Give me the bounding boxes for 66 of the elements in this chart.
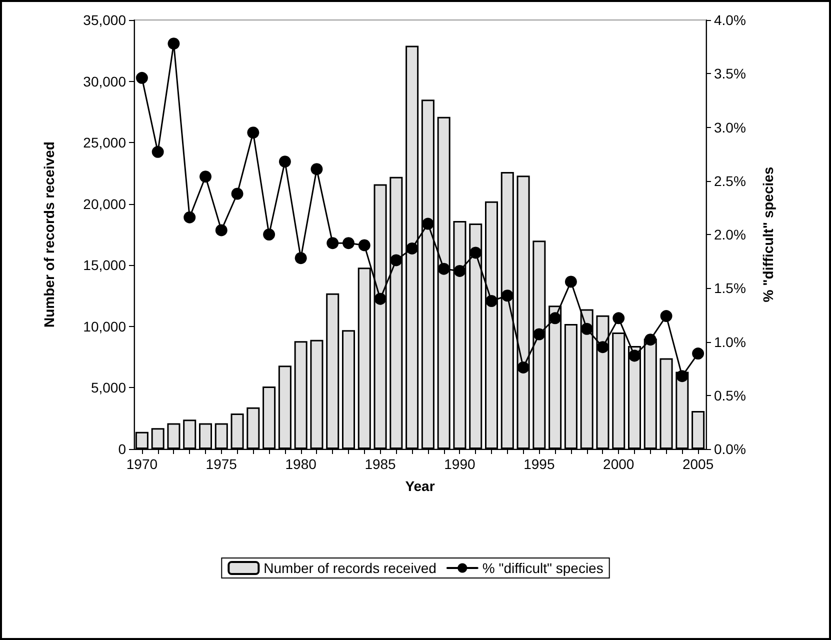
y-tick-label: 30,000: [83, 73, 126, 90]
x-tick-label: 1990: [444, 456, 476, 472]
x-tick-label: 2005: [682, 456, 714, 472]
point: [454, 264, 466, 277]
point: [231, 188, 244, 200]
y2-tick-label: 0.0%: [714, 441, 746, 457]
point: [549, 312, 562, 324]
y2-tick-label: 1.0%: [714, 334, 746, 350]
y2-tick-label: 4.0%: [714, 12, 746, 28]
x-tick-label: 1975: [206, 456, 238, 472]
point: [533, 328, 546, 340]
y2-tick-label: 2.5%: [714, 172, 746, 189]
point: [612, 312, 625, 324]
legend-label: Number of records received: [264, 560, 436, 576]
point: [310, 163, 323, 176]
point: [517, 361, 530, 374]
point: [342, 237, 354, 250]
y-tick-label: 35,000: [83, 12, 126, 28]
point: [628, 350, 640, 362]
x-tick-label: 1970: [126, 456, 158, 472]
point: [215, 224, 228, 236]
y2-tick-label: 3.5%: [714, 66, 746, 82]
point: [644, 334, 656, 346]
point: [501, 290, 514, 302]
point: [470, 246, 482, 259]
point: [438, 262, 450, 275]
point: [596, 341, 609, 354]
point: [326, 237, 339, 250]
x-tick-label: 2000: [603, 456, 634, 472]
y2-tick-label: 2.0%: [714, 226, 746, 242]
point: [580, 322, 593, 335]
point: [564, 276, 577, 288]
point: [152, 146, 164, 158]
y-tick-label: 20,000: [83, 196, 126, 212]
point: [200, 170, 212, 183]
y-tick-label: 10,000: [83, 318, 126, 334]
point: [660, 310, 672, 322]
point: [247, 126, 260, 139]
y2-tick-label: 0.5%: [714, 387, 746, 404]
point: [374, 292, 386, 305]
point: [422, 218, 434, 230]
y-tick-label: 5,000: [90, 380, 126, 396]
point: [278, 156, 291, 168]
x-tick-label: 1995: [524, 456, 555, 472]
point: [486, 295, 498, 307]
point: [294, 252, 307, 264]
point: [676, 370, 688, 382]
y-tick-label: 25,000: [83, 134, 126, 151]
legend-label: % "difficult" species: [482, 560, 604, 576]
point: [263, 228, 276, 240]
y-axis-title: Number of records received: [41, 142, 57, 328]
point: [406, 242, 418, 254]
y-tick-label: 0: [118, 441, 126, 457]
point: [358, 239, 370, 252]
x-tick-label: 1980: [285, 456, 317, 472]
point: [184, 211, 196, 224]
y2-tick-label: 3.0%: [714, 119, 746, 136]
point: [692, 348, 704, 360]
y2-tick-label: 1.5%: [714, 280, 746, 296]
point: [168, 38, 180, 50]
y-tick-label: 15,000: [83, 257, 126, 274]
point: [136, 72, 148, 84]
x-tick-label: 1985: [364, 456, 396, 472]
y2-axis-title: % "difficult" species: [760, 166, 776, 302]
x-axis-title: Year: [405, 478, 436, 494]
point: [390, 254, 402, 266]
